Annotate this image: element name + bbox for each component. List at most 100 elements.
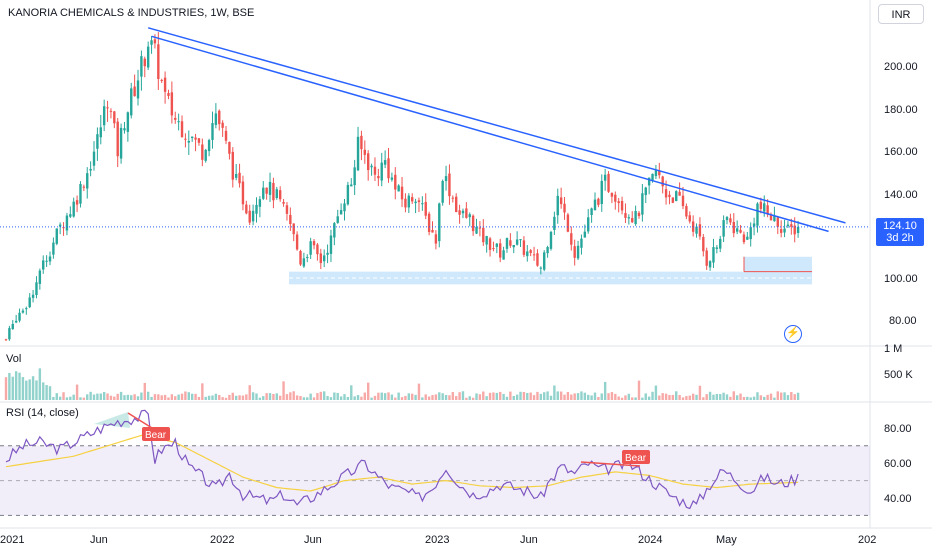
candle-body — [529, 250, 532, 253]
candle-body — [620, 200, 624, 211]
candle-body — [556, 195, 559, 216]
time-tick-label: Jun — [520, 534, 538, 546]
volume-bar — [607, 393, 610, 400]
volume-bar — [583, 392, 587, 400]
candle-body — [407, 195, 411, 208]
volume-bar — [664, 393, 668, 400]
candle-body — [207, 140, 211, 152]
candle-body — [559, 197, 563, 205]
volume-bar — [455, 396, 458, 400]
candle-body — [414, 201, 417, 204]
candle-body — [746, 236, 749, 240]
volume-bar — [580, 391, 583, 400]
volume-bar — [688, 395, 691, 400]
candle-body — [637, 212, 641, 217]
candle-body — [488, 238, 492, 250]
candle-body — [651, 173, 654, 181]
candle-body — [377, 176, 380, 179]
candle-body — [502, 250, 505, 260]
candle-body — [306, 256, 309, 258]
candle-body — [275, 189, 278, 199]
volume-bar — [444, 394, 448, 400]
volume-bar — [651, 391, 654, 400]
volume-bar — [661, 393, 664, 400]
candle-body — [786, 224, 790, 227]
candle-body — [664, 189, 668, 198]
currency-button[interactable]: INR — [878, 4, 924, 24]
candle-body — [113, 111, 116, 124]
volume-bar — [668, 395, 671, 400]
candle-body — [177, 121, 180, 123]
candle-body — [796, 226, 800, 233]
candle-body — [708, 261, 712, 268]
candle-body — [597, 198, 600, 205]
candle-body — [759, 201, 763, 209]
candle-body — [725, 217, 729, 221]
candle-body — [397, 185, 400, 192]
candle-body — [394, 174, 397, 190]
volume-bar — [424, 394, 427, 400]
volume-bar — [75, 384, 79, 400]
candle-body — [715, 247, 719, 249]
candle-body — [45, 260, 48, 262]
candle-body — [735, 228, 739, 232]
price-pane[interactable] — [0, 0, 870, 346]
candle-body — [312, 241, 316, 246]
price-tick-label: 140.00 — [884, 189, 918, 201]
volume-bar — [739, 393, 742, 400]
candle-body — [360, 135, 363, 150]
volume-bar — [228, 394, 231, 400]
volume-bar — [8, 372, 11, 400]
volume-bar — [404, 395, 407, 400]
volume-bar — [99, 393, 102, 400]
volume-bar — [190, 393, 194, 400]
volume-bar — [82, 397, 86, 400]
candle-body — [444, 176, 448, 182]
volume-bar — [451, 391, 455, 400]
candle-body — [146, 46, 150, 68]
volume-bar — [448, 395, 451, 400]
rsi-overbought-fill — [94, 412, 130, 428]
candle-body — [99, 127, 102, 138]
bear-label-1 — [142, 427, 170, 441]
candle-body — [86, 173, 89, 189]
volume-bar — [482, 391, 485, 400]
volume-bar — [14, 371, 18, 400]
volume-bar — [136, 396, 140, 400]
lightning-icon[interactable]: ⚡ — [784, 325, 802, 343]
volume-bar — [251, 392, 255, 400]
volume-bar — [617, 396, 620, 400]
volume-bar — [255, 393, 258, 400]
candle-body — [363, 149, 367, 155]
time-axis[interactable]: 2021 Jun 2022 Jun 2023 Jun 2024 May 202 — [0, 534, 876, 546]
volume-bar — [769, 393, 773, 400]
candle-body — [52, 242, 55, 255]
volume-bar — [390, 394, 394, 400]
rsi-pane-title: RSI (14, close) — [6, 407, 79, 419]
candle-body — [140, 56, 143, 77]
candle-body — [712, 247, 715, 263]
volume-bar — [793, 394, 796, 400]
candle-body — [228, 141, 231, 154]
volume-bar — [776, 391, 779, 400]
price-axis[interactable]: 200.00 180.00 160.00 140.00 100.00 80.00 — [884, 61, 918, 327]
volume-bar — [509, 391, 512, 400]
last-price-tag: 124.10 3d 2h — [876, 218, 924, 246]
support-zone-rect — [744, 256, 812, 272]
volume-bar — [146, 391, 150, 400]
time-tick-label: 2022 — [210, 534, 234, 546]
volume-bar — [350, 385, 353, 400]
volume-bar — [25, 380, 28, 400]
volume-bar — [356, 395, 360, 400]
candle-body — [749, 227, 752, 240]
candle-body — [25, 308, 28, 310]
candle-body — [722, 220, 725, 237]
volume-bar — [431, 395, 434, 400]
volume-bar — [515, 394, 519, 400]
trendlines[interactable] — [147, 27, 846, 233]
candle-body — [492, 248, 495, 250]
candle-body — [563, 203, 566, 213]
candle-body — [163, 77, 167, 92]
volume-bar — [563, 394, 566, 400]
